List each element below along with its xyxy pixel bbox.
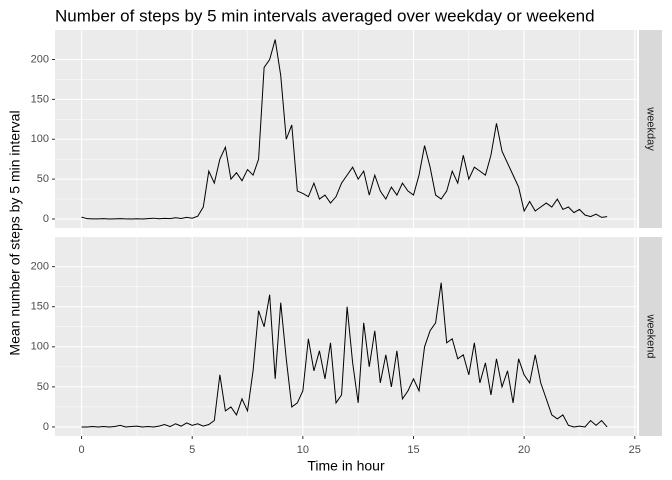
y-tick-label: 0 <box>43 421 49 433</box>
y-tick-label: 100 <box>31 133 49 145</box>
strip-label: weekday <box>645 106 657 151</box>
x-tick-label: 5 <box>189 444 195 456</box>
x-axis-label: Time in hour <box>307 458 385 474</box>
panel-background <box>55 30 637 228</box>
strip-background <box>639 237 662 436</box>
x-tick-label: 20 <box>518 444 530 456</box>
y-axis-label: Mean number of steps by 5 min interval <box>7 110 23 355</box>
x-tick-label: 15 <box>407 444 419 456</box>
y-tick-label: 150 <box>31 93 49 105</box>
y-tick-label: 50 <box>37 381 49 393</box>
line <box>81 39 608 220</box>
strip-label: weekend <box>645 313 657 358</box>
y-tick-label: 200 <box>31 53 49 65</box>
strip-background <box>639 30 662 228</box>
line <box>81 282 608 428</box>
y-tick-label: 0 <box>43 213 49 225</box>
chart-title: Number of steps by 5 min intervals avera… <box>55 6 595 25</box>
y-tick-label: 200 <box>31 261 49 273</box>
panel-background <box>55 237 637 436</box>
y-tick-label: 150 <box>31 301 49 313</box>
x-tick-label: 0 <box>78 444 84 456</box>
x-tick-label: 10 <box>297 444 309 456</box>
y-tick-label: 50 <box>37 173 49 185</box>
y-tick-label: 100 <box>31 341 49 353</box>
x-tick-label: 25 <box>629 444 641 456</box>
